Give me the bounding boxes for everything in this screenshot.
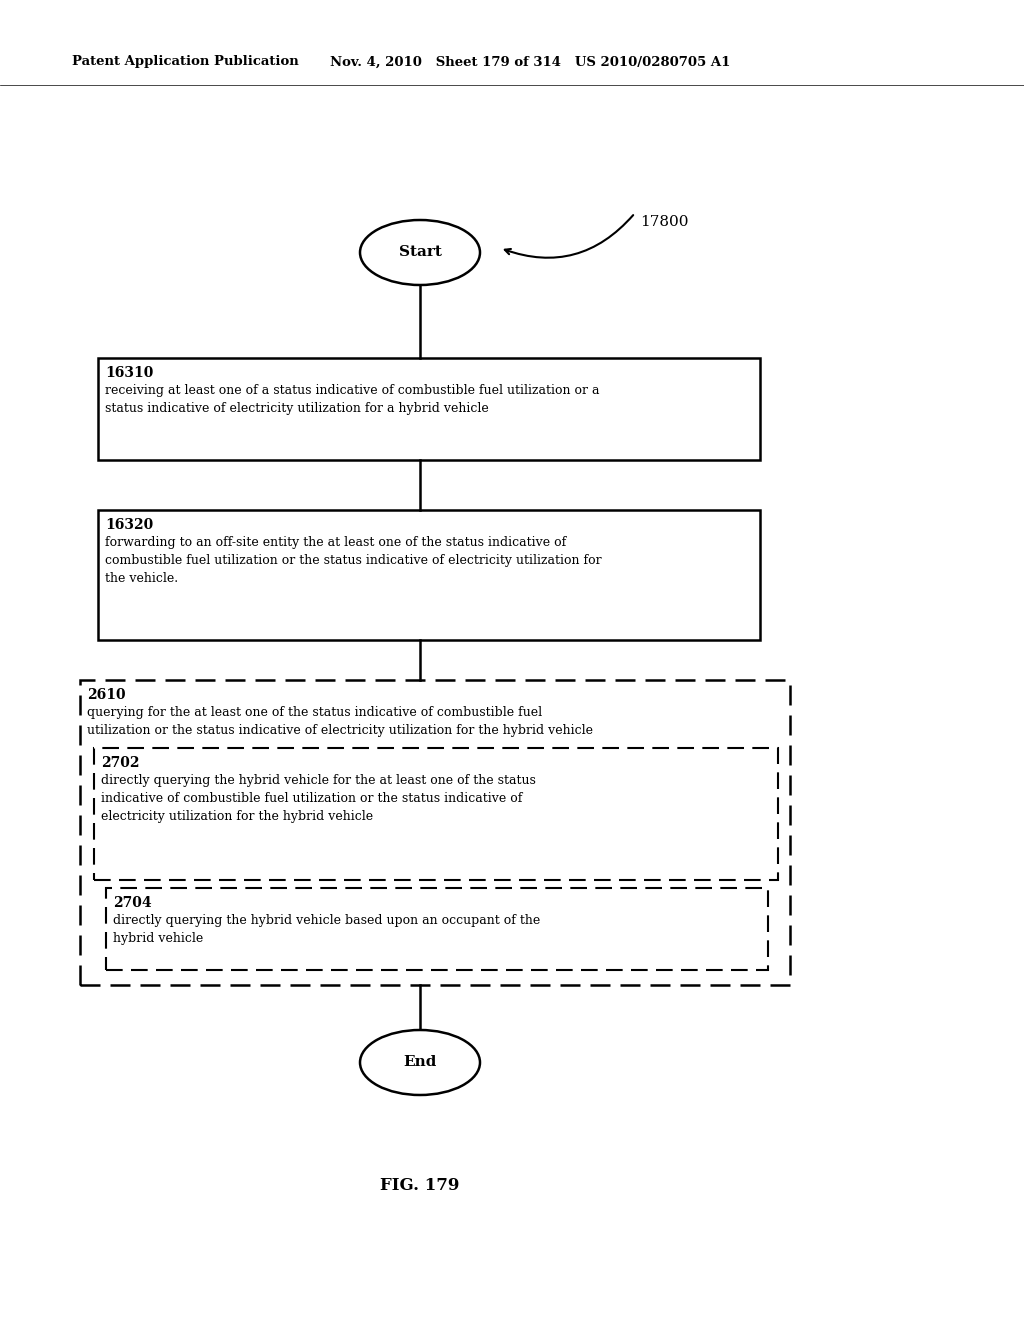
Text: electricity utilization for the hybrid vehicle: electricity utilization for the hybrid v… bbox=[101, 810, 373, 822]
Bar bbox=[80, 680, 790, 985]
Text: utilization or the status indicative of electricity utilization for the hybrid v: utilization or the status indicative of … bbox=[87, 723, 593, 737]
Text: Start: Start bbox=[398, 246, 441, 260]
Text: directly querying the hybrid vehicle for the at least one of the status: directly querying the hybrid vehicle for… bbox=[101, 774, 536, 787]
Bar bbox=[98, 358, 760, 459]
Bar bbox=[98, 510, 760, 640]
Text: 2610: 2610 bbox=[87, 688, 126, 702]
Text: 16320: 16320 bbox=[105, 517, 154, 532]
Text: 16310: 16310 bbox=[105, 366, 154, 380]
Text: 17800: 17800 bbox=[640, 215, 688, 228]
Bar bbox=[94, 748, 778, 880]
Text: forwarding to an off-site entity the at least one of the status indicative of: forwarding to an off-site entity the at … bbox=[105, 536, 566, 549]
Text: FIG. 179: FIG. 179 bbox=[380, 1176, 460, 1193]
Bar bbox=[106, 888, 768, 970]
Text: status indicative of electricity utilization for a hybrid vehicle: status indicative of electricity utiliza… bbox=[105, 403, 488, 414]
Text: querying for the at least one of the status indicative of combustible fuel: querying for the at least one of the sta… bbox=[87, 706, 542, 719]
Ellipse shape bbox=[360, 220, 480, 285]
Text: combustible fuel utilization or the status indicative of electricity utilization: combustible fuel utilization or the stat… bbox=[105, 554, 602, 568]
Text: hybrid vehicle: hybrid vehicle bbox=[113, 932, 203, 945]
Text: the vehicle.: the vehicle. bbox=[105, 572, 178, 585]
Text: directly querying the hybrid vehicle based upon an occupant of the: directly querying the hybrid vehicle bas… bbox=[113, 913, 541, 927]
Text: Patent Application Publication: Patent Application Publication bbox=[72, 55, 299, 69]
Text: 2702: 2702 bbox=[101, 756, 139, 770]
Text: indicative of combustible fuel utilization or the status indicative of: indicative of combustible fuel utilizati… bbox=[101, 792, 522, 805]
Ellipse shape bbox=[360, 1030, 480, 1096]
Text: Nov. 4, 2010   Sheet 179 of 314   US 2010/0280705 A1: Nov. 4, 2010 Sheet 179 of 314 US 2010/02… bbox=[330, 55, 730, 69]
Text: receiving at least one of a status indicative of combustible fuel utilization or: receiving at least one of a status indic… bbox=[105, 384, 599, 397]
Text: 2704: 2704 bbox=[113, 896, 152, 909]
Text: End: End bbox=[403, 1056, 436, 1069]
